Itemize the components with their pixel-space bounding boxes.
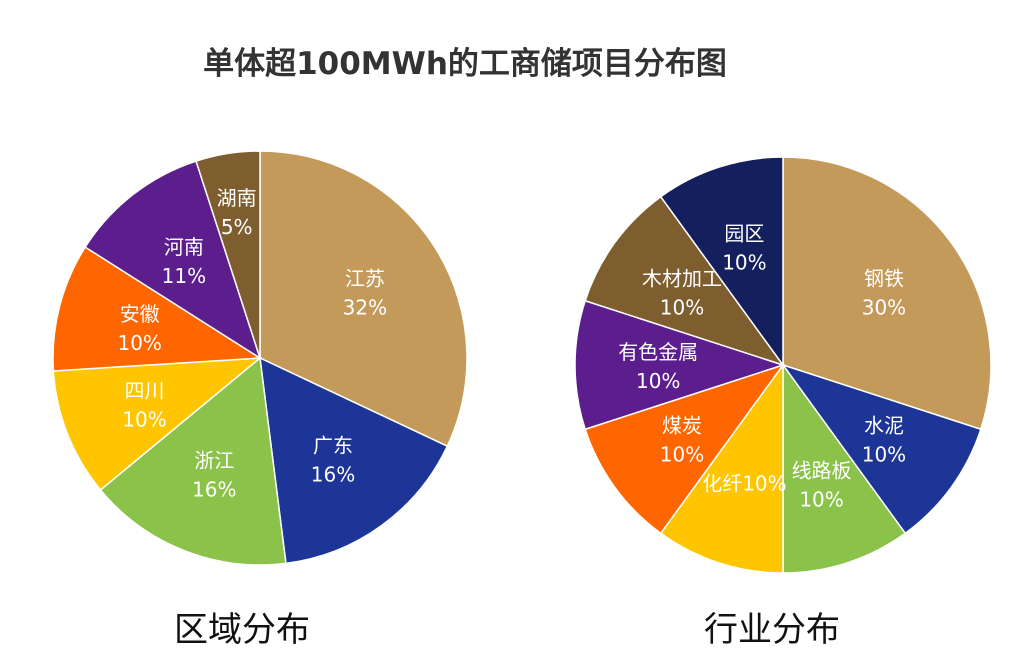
slice-label: 园区 bbox=[724, 221, 764, 245]
slice-value-label: 10% bbox=[660, 442, 704, 466]
slice-value-label: 11% bbox=[162, 264, 206, 288]
slice-label: 河南 bbox=[164, 235, 204, 259]
slice-value-label: 5% bbox=[221, 215, 253, 239]
pie-slice bbox=[782, 362, 907, 574]
pie-slice bbox=[84, 160, 262, 360]
pie-slice bbox=[659, 362, 784, 574]
industry-pie-subtitle: 行业分布 bbox=[704, 610, 840, 650]
slice-value-label: 10% bbox=[117, 331, 161, 355]
slice-value-label: 10% bbox=[799, 488, 843, 512]
slice-value-label: 10% bbox=[636, 369, 680, 393]
slice-label: 线路板 bbox=[792, 459, 852, 483]
slice-label: 安徽 bbox=[120, 302, 160, 326]
slice-label: 煤炭 bbox=[662, 413, 702, 437]
pie-slice bbox=[99, 356, 287, 566]
chart-title: 单体超100MWh的工商储项目分布图 bbox=[203, 46, 727, 82]
pie-slice bbox=[782, 156, 992, 431]
slice-label: 水泥 bbox=[864, 413, 904, 437]
slice-label: 化纤10% bbox=[702, 472, 786, 496]
pie-slice bbox=[584, 195, 785, 367]
pie-slice bbox=[259, 356, 449, 565]
slice-label: 钢铁 bbox=[864, 267, 904, 291]
slice-label: 江苏 bbox=[345, 266, 385, 290]
pie-slice bbox=[195, 150, 261, 359]
pie-slice bbox=[781, 363, 982, 535]
slice-value-label: 10% bbox=[722, 250, 766, 274]
slice-value-label: 10% bbox=[122, 408, 166, 432]
slice-value-label: 16% bbox=[192, 477, 236, 501]
pie-slice bbox=[259, 150, 468, 448]
pie-slice bbox=[52, 357, 263, 492]
slice-label: 四川 bbox=[125, 379, 165, 403]
slice-value-label: 10% bbox=[862, 442, 906, 466]
pie-slice bbox=[574, 299, 786, 431]
slice-label: 有色金属 bbox=[618, 340, 698, 364]
slice-label: 广东 bbox=[313, 433, 353, 457]
slice-value-label: 30% bbox=[862, 296, 906, 320]
slice-label: 浙江 bbox=[194, 448, 234, 472]
region-pie-subtitle: 区域分布 bbox=[174, 610, 310, 650]
pie-slice bbox=[659, 156, 784, 368]
slice-label: 木材加工 bbox=[642, 267, 722, 291]
slice-label: 湖南 bbox=[217, 186, 257, 210]
pie-slice bbox=[52, 246, 263, 372]
slice-value-label: 32% bbox=[343, 295, 387, 319]
slice-value-label: 16% bbox=[311, 462, 355, 486]
pie-slice bbox=[584, 363, 785, 535]
slice-value-label: 10% bbox=[660, 296, 704, 320]
